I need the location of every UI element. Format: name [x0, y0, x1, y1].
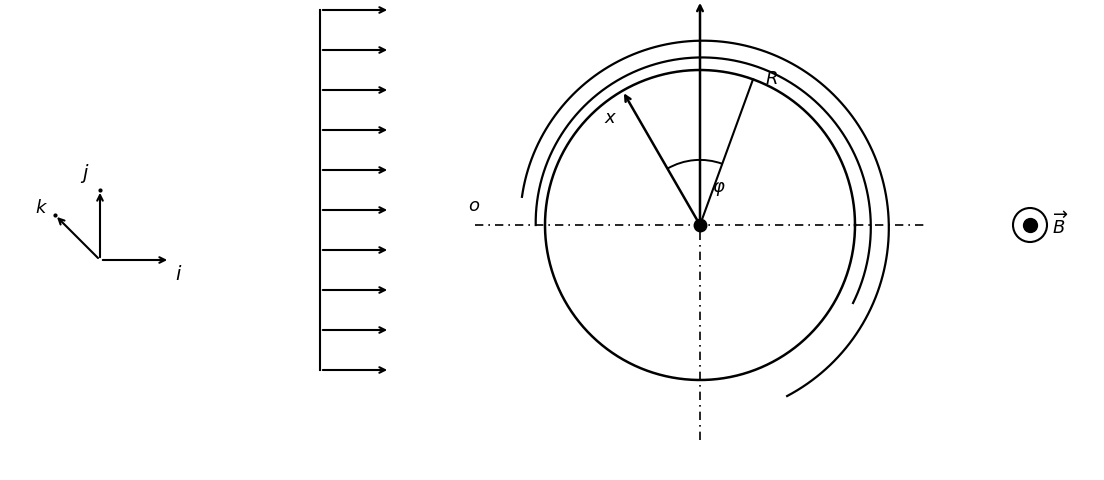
Text: $\varphi$: $\varphi$: [712, 180, 725, 198]
Text: $i$: $i$: [176, 265, 182, 284]
Text: $k$: $k$: [35, 199, 47, 217]
Text: $o$: $o$: [468, 197, 480, 215]
Text: $x$: $x$: [604, 109, 617, 127]
Text: $\overrightarrow{B}$: $\overrightarrow{B}$: [1052, 212, 1069, 239]
Text: $R$: $R$: [765, 71, 778, 88]
Text: $j$: $j$: [81, 162, 89, 185]
